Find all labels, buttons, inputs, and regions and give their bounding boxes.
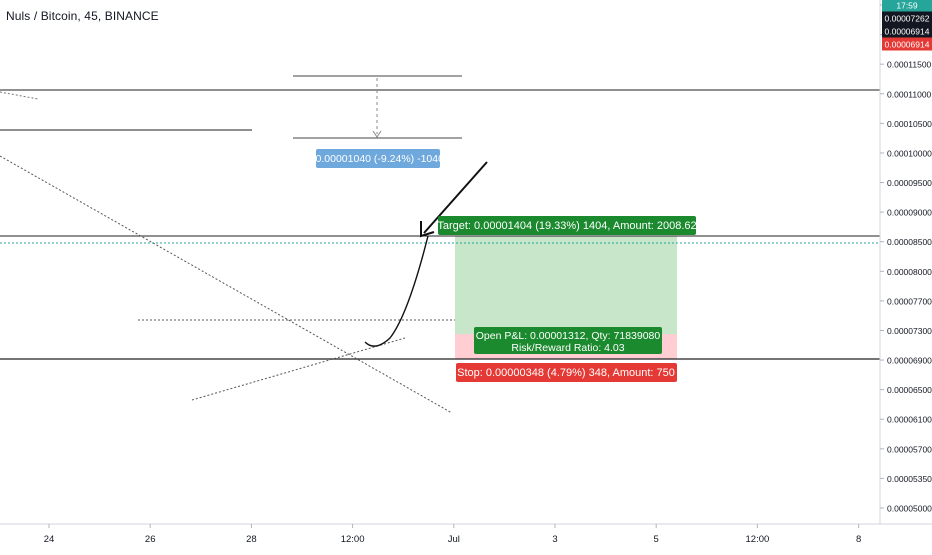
price-label: 0.00006914 xyxy=(885,26,930,36)
y-tick-label: 0.00005700 xyxy=(887,444,932,454)
price-label: 17:59 xyxy=(896,0,918,10)
y-tick-label: 0.00010000 xyxy=(887,148,932,158)
pnl-label-line1: Open P&L: 0.00001312, Qty: 71839080 xyxy=(476,330,661,342)
y-tick-label: 0.00005000 xyxy=(887,504,932,514)
measure-label: -0.00001040 (-9.24%) -1040 xyxy=(312,153,444,165)
target-zone[interactable] xyxy=(455,236,677,334)
x-tick-label: 5 xyxy=(654,534,659,545)
descending-trendline[interactable] xyxy=(0,155,453,414)
measure-label-box[interactable] xyxy=(316,149,440,168)
pointer-arrow-head xyxy=(420,221,435,238)
y-tick-label: 0.00005350 xyxy=(887,474,932,484)
y-tick-label: 0.00009000 xyxy=(887,208,932,218)
price-label-box xyxy=(882,0,932,12)
target-label-box[interactable] xyxy=(438,216,696,235)
y-tick-label: 0.00011000 xyxy=(887,89,932,99)
y-tick-label: 0.00011500 xyxy=(887,60,932,70)
y-tick-label: 0.00009500 xyxy=(887,178,932,188)
stop-label: Stop: 0.00000348 (4.79%) 348, Amount: 75… xyxy=(457,367,675,379)
price-label-box xyxy=(882,11,932,25)
x-tick-label: 12:00 xyxy=(341,534,365,545)
x-tick-label: 24 xyxy=(44,534,55,545)
ascending-trendline[interactable] xyxy=(191,337,406,401)
y-tick-label: 0.00006900 xyxy=(887,356,932,366)
pointer-arrow[interactable] xyxy=(423,161,488,234)
target-label: Target: 0.00001404 (19.33%) 1404, Amount… xyxy=(437,220,696,232)
x-tick-label: Jul xyxy=(448,534,460,545)
price-label: 0.00006914 xyxy=(885,39,930,49)
y-tick-label: 0.00007700 xyxy=(887,296,932,306)
x-tick-label: 28 xyxy=(246,534,257,545)
y-tick-label: 0.00008000 xyxy=(887,267,932,277)
y-tick-label: 0.00007300 xyxy=(887,326,932,336)
faded-trendline[interactable] xyxy=(0,91,39,100)
x-tick-label: 12:00 xyxy=(746,534,770,545)
price-label-box xyxy=(882,37,932,51)
price-label: 0.00007262 xyxy=(885,13,930,23)
price-label-box xyxy=(882,24,932,38)
x-tick-label: 26 xyxy=(145,534,156,545)
y-tick-label: 0.00008500 xyxy=(887,237,932,247)
price-axis-labels: 0.000109950.000106030.000090360.00008838… xyxy=(882,0,932,51)
y-tick-label: 0.00006100 xyxy=(887,415,932,425)
stop-label-box[interactable] xyxy=(456,363,677,382)
pnl-label-box[interactable] xyxy=(474,327,662,354)
breakout-curve[interactable] xyxy=(364,235,429,347)
pnl-label-line2: Risk/Reward Ratio: 4.03 xyxy=(511,342,624,354)
x-tick-label: 8 xyxy=(856,534,861,545)
y-tick-label: 0.00006500 xyxy=(887,385,932,395)
x-tick-label: 3 xyxy=(552,534,557,545)
measure-arrow-head xyxy=(372,130,382,138)
y-tick-label: 0.00010500 xyxy=(887,119,932,129)
chart-title: Nuls / Bitcoin, 45, BINANCE xyxy=(6,9,159,23)
